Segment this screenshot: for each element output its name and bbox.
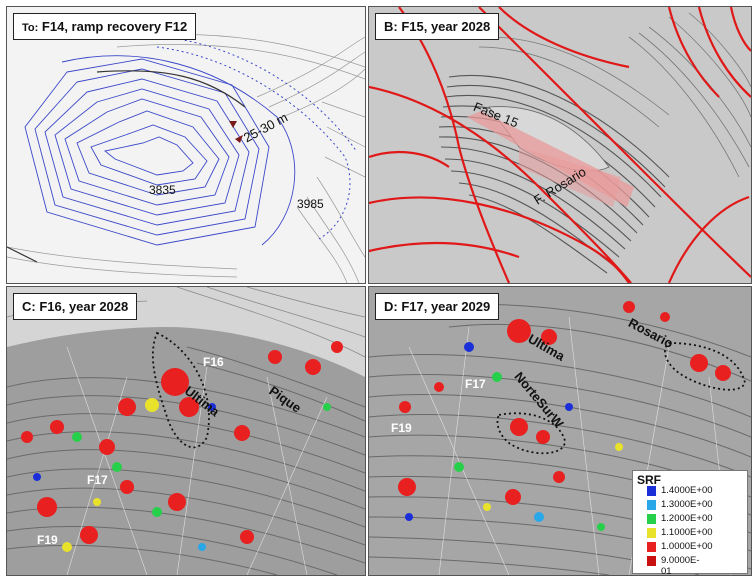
legend-label: 1.0000E+00 (661, 541, 713, 552)
label-f17: F17 (87, 473, 108, 487)
legend-swatch (647, 542, 656, 552)
legend-label: 1.2000E+00 (661, 513, 713, 524)
label-f19: F19 (391, 421, 412, 435)
legend-title: SRF (637, 473, 661, 487)
panel-b-caption: B: F15, year 2028 (375, 13, 500, 40)
legend-swatch (647, 528, 656, 538)
panel-c: C: F16, year 2028 F16 Ultima Pique F17 F… (6, 286, 366, 576)
srf-legend: SRF 1.4000E+00 1.3000E+00 1.2000E+00 1.1… (632, 470, 748, 577)
panel-c-srf-view (7, 287, 365, 575)
panel-d: D: F17, year 2029 Ultima Rosario NorteSu… (368, 286, 752, 576)
legend-swatch (647, 514, 656, 524)
legend-label: 1.4000E+00 (661, 485, 713, 496)
panel-c-caption: C: F16, year 2028 (13, 293, 138, 320)
legend-label: 9.0000E-01 (661, 555, 700, 577)
panel-b: B: F15, year 2028 Fase 15 F. Rosario (368, 6, 752, 284)
label-f17: F17 (465, 377, 486, 391)
legend-label: 1.1000E+00 (661, 527, 713, 538)
legend-swatch (647, 486, 656, 496)
label-f19: F19 (37, 533, 58, 547)
panel-d-caption: D: F17, year 2029 (375, 293, 500, 320)
legend-swatch (647, 500, 656, 510)
legend-swatch (647, 556, 656, 566)
legend-label: 1.3000E+00 (661, 499, 713, 510)
panel-a-plan (7, 7, 365, 283)
label-f16: F16 (203, 355, 224, 369)
panel-b-3d-view (369, 7, 751, 283)
elevation-label-3985: 3985 (297, 197, 324, 211)
panel-a: To: F14, ramp recovery F12 3835 3985 25-… (6, 6, 366, 284)
panel-a-caption: To: F14, ramp recovery F12 (13, 13, 197, 40)
elevation-label-3835: 3835 (149, 183, 176, 197)
